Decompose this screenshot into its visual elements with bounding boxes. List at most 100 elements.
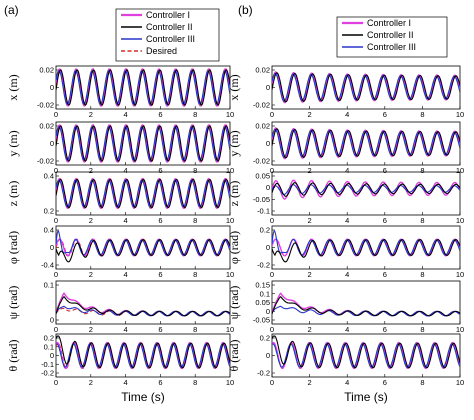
- y-tick-label: -0.1: [41, 360, 54, 369]
- y-tick-label: 0.2: [44, 334, 54, 343]
- controller-3-line: [272, 184, 460, 195]
- y-tick-label: 0.1: [44, 342, 54, 351]
- y-axis-label: θ (rad): [227, 339, 241, 371]
- x-tick-label: 4: [124, 270, 128, 279]
- x-axis-label: Time (s): [121, 390, 165, 404]
- y-tick-label: 0.2: [44, 207, 54, 216]
- plot-area: [56, 68, 230, 107]
- y-axis-label: y (m): [227, 130, 241, 156]
- y-tick-label: 0.1: [44, 281, 54, 290]
- subplot-a-3: 0 2 4 6 8 10 0.4 0.2 z (m): [6, 172, 234, 226]
- controller-2-line: [56, 125, 230, 162]
- y-axis-label: y (m): [6, 130, 20, 156]
- controller-2-line: [272, 239, 460, 263]
- controller-2-line: [272, 335, 460, 369]
- y-axis-label: z (m): [227, 181, 241, 207]
- y-tick-label: -0.02: [37, 157, 54, 166]
- x-tick-label: 10: [456, 325, 464, 334]
- y-tick-label: -0.4: [41, 261, 54, 270]
- subplot-b-2: 0 2 4 6 8 100.020-0.02y (m): [227, 122, 464, 176]
- controller-3-line: [56, 179, 230, 208]
- x-tick-label: 4: [345, 325, 349, 334]
- x-tick-label: 6: [383, 378, 387, 387]
- legend-entry: Controller II: [146, 22, 193, 32]
- panel-label-a: (a): [4, 3, 19, 17]
- controller-2-line: [272, 295, 460, 317]
- y-tick-label: 0.02: [255, 66, 270, 75]
- x-tick-label: 4: [124, 216, 128, 225]
- y-tick-label: 0.1: [260, 289, 270, 298]
- legend-entry: Controller III: [146, 34, 195, 44]
- subplot-a-5: 0 2 4 6 8 10 0.1 0 ψ (rad): [6, 281, 234, 335]
- controller-2-line: [56, 295, 230, 317]
- x-tick-label: 10: [226, 325, 234, 334]
- controller-1-line: [56, 341, 230, 370]
- x-tick-label: 4: [124, 325, 128, 334]
- y-tick-label: 0.05: [255, 172, 270, 181]
- y-tick-label: -0.02: [253, 157, 270, 166]
- y-axis-label: φ (rad): [6, 231, 20, 264]
- plot-area: [272, 179, 460, 200]
- controller-2-line: [56, 335, 230, 369]
- x-tick-label: 0: [270, 325, 274, 334]
- x-tick-label: 2: [308, 270, 312, 279]
- x-tick-label: 4: [345, 110, 349, 119]
- subplot-a-6: 0 2 4 6 8 100.20.10-0.1-0.2θ (rad)Time (s): [6, 334, 234, 405]
- plot-area: [272, 335, 460, 370]
- x-tick-label: 2: [308, 166, 312, 175]
- x-tick-label: 0: [54, 166, 58, 175]
- controller-3-line: [56, 343, 230, 368]
- y-tick-label: 0.05: [255, 298, 270, 307]
- x-tick-label: 2: [89, 166, 93, 175]
- x-tick-label: 2: [89, 378, 93, 387]
- controller-2-line: [272, 128, 460, 159]
- x-tick-label: 0: [270, 270, 274, 279]
- subplot-b-4: 0 2 4 6 8 100.20-0.2φ (rad): [227, 226, 464, 280]
- x-tick-label: 2: [308, 325, 312, 334]
- x-tick-label: 6: [383, 216, 387, 225]
- x-tick-label: 2: [89, 270, 93, 279]
- plot-area: [272, 127, 460, 160]
- y-axis-label: φ (rad): [227, 231, 241, 264]
- legend-entry: Controller I: [146, 10, 190, 20]
- y-axis-label: x (m): [227, 74, 241, 100]
- legend-box: [115, 8, 220, 62]
- x-tick-label: 10: [456, 110, 464, 119]
- x-tick-label: 10: [456, 378, 464, 387]
- y-axis-label: z (m): [6, 181, 20, 207]
- x-tick-label: 2: [308, 216, 312, 225]
- x-tick-label: 4: [345, 216, 349, 225]
- x-tick-label: 10: [226, 270, 234, 279]
- plot-area: [56, 229, 230, 263]
- y-tick-label: 0: [266, 139, 270, 148]
- controller-3-line: [56, 70, 230, 105]
- y-tick-label: 0: [266, 243, 270, 252]
- controller-3-line: [56, 126, 230, 161]
- x-tick-label: 6: [383, 270, 387, 279]
- x-axis-label: Time (s): [344, 390, 388, 404]
- x-tick-label: 2: [308, 110, 312, 119]
- y-tick-label: 0: [266, 183, 270, 192]
- x-tick-label: 2: [89, 216, 93, 225]
- x-tick-label: 8: [193, 216, 197, 225]
- y-tick-label: 0.02: [39, 66, 54, 75]
- x-tick-label: 2: [89, 325, 93, 334]
- y-tick-label: 0: [50, 243, 54, 252]
- y-tick-label: 0: [50, 139, 54, 148]
- plot-area: [56, 177, 230, 210]
- x-tick-label: 4: [345, 270, 349, 279]
- x-tick-label: 0: [270, 166, 274, 175]
- controller-2-line: [56, 239, 230, 263]
- x-tick-label: 0: [54, 216, 58, 225]
- y-tick-label: -0.2: [41, 369, 54, 378]
- subplot-b-5: 0 2 4 6 8 100.150.10.050-0.05ψ (rad): [227, 281, 464, 335]
- x-tick-label: 8: [420, 110, 424, 119]
- y-axis-label: x (m): [6, 74, 20, 100]
- plot-area: [272, 292, 460, 317]
- legend-entry: Controller III: [367, 42, 416, 52]
- controller-2-line: [272, 182, 460, 197]
- panel-label-b: (b): [238, 3, 253, 17]
- y-tick-label: 0.02: [39, 122, 54, 131]
- y-tick-label: -0.05: [253, 195, 270, 204]
- y-tick-label: 0.2: [260, 226, 270, 235]
